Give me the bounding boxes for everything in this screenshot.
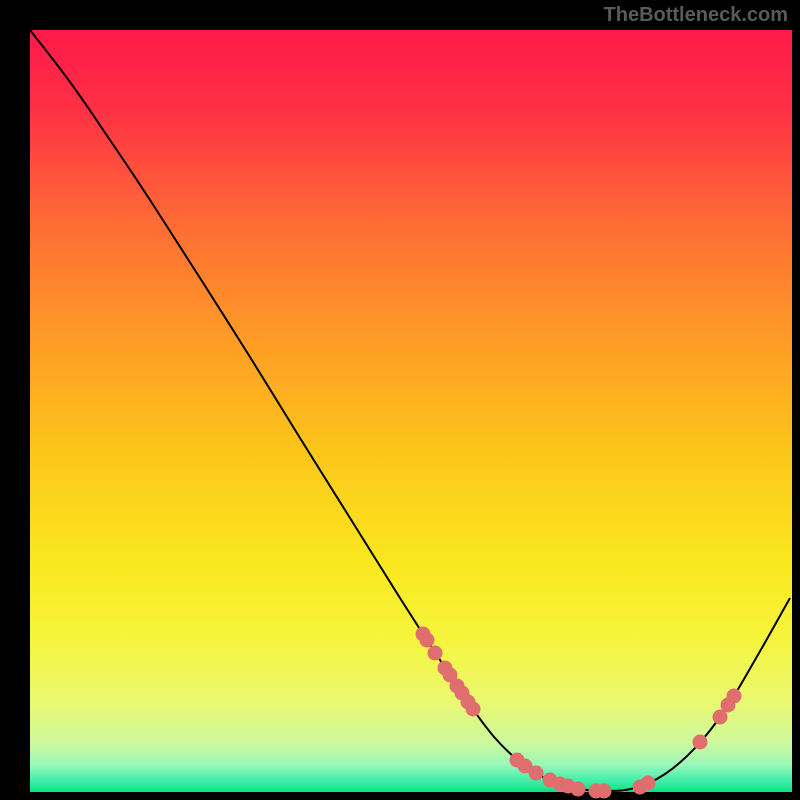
chart-container bbox=[0, 0, 800, 800]
gpu-marker bbox=[693, 735, 707, 749]
bottleneck-chart bbox=[0, 0, 800, 800]
plot-background bbox=[30, 30, 792, 792]
gpu-marker bbox=[529, 766, 543, 780]
gpu-marker bbox=[571, 782, 585, 796]
gpu-marker bbox=[597, 784, 611, 798]
gpu-marker bbox=[641, 776, 655, 790]
gpu-marker bbox=[713, 710, 727, 724]
gpu-marker bbox=[727, 689, 741, 703]
gpu-marker bbox=[420, 633, 434, 647]
gpu-marker bbox=[466, 702, 480, 716]
gpu-marker bbox=[428, 646, 442, 660]
watermark-text: TheBottleneck.com bbox=[604, 4, 788, 27]
